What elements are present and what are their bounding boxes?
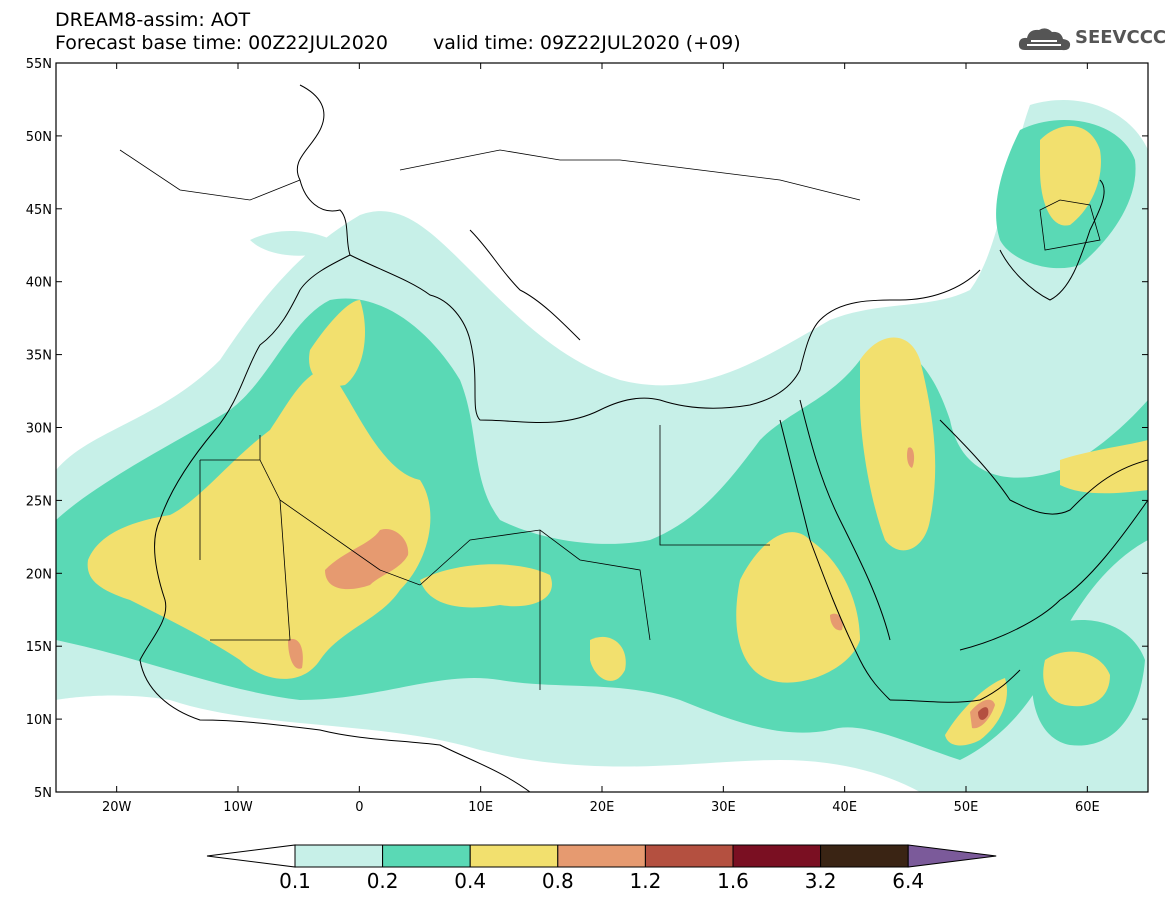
colorbar-segment bbox=[820, 844, 909, 868]
aot-field-1.2 bbox=[978, 707, 989, 720]
lat-tick-label: 45N bbox=[26, 203, 52, 218]
latitude-axis: 55N 50N 45N 40N 35N 30N 25N 20N 15N 10N 5N bbox=[26, 57, 1148, 801]
longitude-axis: 20W 10W 0 10E 20E 30E 40E 50E 60E bbox=[102, 63, 1100, 815]
lat-tick-label: 5N bbox=[34, 786, 52, 801]
lat-tick-label: 55N bbox=[26, 57, 52, 72]
lon-tick-label: 0 bbox=[355, 800, 363, 815]
lat-tick-label: 50N bbox=[26, 130, 52, 145]
lat-tick-label: 35N bbox=[26, 349, 52, 364]
lat-tick-label: 40N bbox=[26, 276, 52, 291]
lon-tick-label: 50E bbox=[954, 800, 979, 815]
lat-tick-label: 25N bbox=[26, 494, 52, 509]
colorbar-under-arrow bbox=[206, 844, 296, 868]
colorbar-segment bbox=[644, 844, 734, 868]
forecast-times: Forecast base time: 00Z22JUL2020 valid ti… bbox=[55, 32, 741, 54]
colorbar-level-label: 1.2 bbox=[629, 869, 661, 893]
colorbar-segment bbox=[469, 844, 559, 868]
cloud-icon bbox=[1018, 28, 1071, 51]
lon-tick-label: 20W bbox=[102, 800, 132, 815]
lat-tick-label: 20N bbox=[26, 567, 52, 582]
logo-text: SEEVCCC bbox=[1075, 27, 1165, 48]
lon-tick-label: 30E bbox=[711, 800, 736, 815]
colorbar-segment bbox=[732, 844, 822, 868]
colorbar-segment bbox=[294, 844, 384, 868]
lon-tick-label: 20E bbox=[590, 800, 615, 815]
valid-time: valid time: 09Z22JUL2020 (+09) bbox=[432, 32, 741, 54]
colorbar-level-label: 3.2 bbox=[805, 869, 837, 893]
coastlines bbox=[139, 84, 1148, 792]
seevccc-logo: SEEVCCC bbox=[1017, 24, 1165, 54]
colorbar-segment bbox=[557, 844, 646, 868]
lat-tick-label: 30N bbox=[26, 422, 52, 437]
colorbar-level-label: 0.1 bbox=[279, 869, 311, 893]
colorbar-level-label: 0.8 bbox=[542, 869, 574, 893]
colorbar-level-label: 6.4 bbox=[892, 869, 924, 893]
colorbar-level-label: 1.6 bbox=[717, 869, 749, 893]
colorbar-level-label: 0.4 bbox=[454, 869, 486, 893]
lat-tick-label: 15N bbox=[26, 640, 52, 655]
map-title: DREAM8-assim: AOT bbox=[55, 9, 251, 31]
country-borders bbox=[119, 149, 1101, 690]
colorbar-over-arrow bbox=[907, 844, 997, 868]
colorbar-level-label: 0.2 bbox=[367, 869, 399, 893]
lat-tick-label: 10N bbox=[26, 713, 52, 728]
lon-tick-label: 40E bbox=[832, 800, 857, 815]
lon-tick-label: 10E bbox=[468, 800, 493, 815]
lon-tick-label: 60E bbox=[1075, 800, 1100, 815]
colorbar-segment bbox=[382, 844, 471, 868]
colorbar: 0.1 0.2 0.4 0.8 1.2 1.6 3.2 6.4 bbox=[206, 844, 997, 893]
base-time: Forecast base time: 00Z22JUL2020 bbox=[55, 32, 388, 54]
lon-tick-label: 10W bbox=[223, 800, 253, 815]
